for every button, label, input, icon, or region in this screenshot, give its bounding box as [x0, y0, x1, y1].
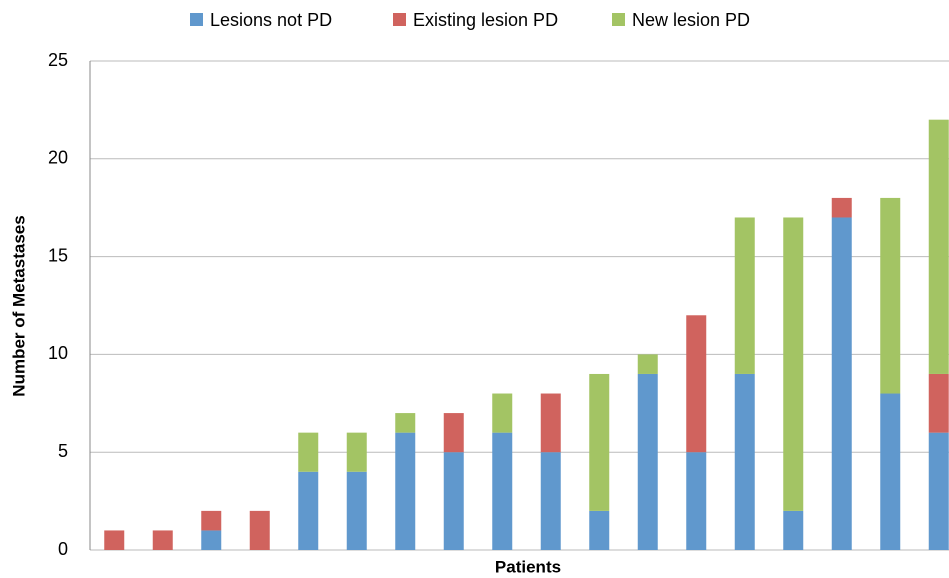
- bar-segment: [298, 471, 319, 550]
- bar-segment: [492, 432, 513, 550]
- bar-segment: [880, 393, 901, 550]
- bar-segment: [589, 373, 610, 511]
- legend-swatch: [393, 13, 406, 26]
- y-tick-label: 5: [58, 441, 68, 461]
- legend-label: Existing lesion PD: [413, 10, 558, 30]
- bar-segment: [443, 452, 464, 550]
- bar-segment: [928, 373, 949, 433]
- bar-segment: [104, 530, 125, 550]
- y-tick-label: 25: [48, 50, 68, 70]
- bar-segment: [589, 510, 610, 550]
- bar-segment: [686, 452, 707, 550]
- bar-segment: [686, 315, 707, 453]
- y-tick-label: 0: [58, 539, 68, 559]
- bar-segment: [152, 530, 173, 550]
- bar-segment: [395, 413, 416, 433]
- bar-segment: [540, 452, 561, 550]
- bar-segment: [928, 119, 949, 374]
- bar-segment: [831, 217, 852, 551]
- legend-swatch: [190, 13, 203, 26]
- bar-segment: [637, 354, 658, 374]
- x-axis-title: Patients: [495, 557, 561, 576]
- bar-segment: [443, 413, 464, 453]
- bar-segment: [831, 197, 852, 218]
- legend-label: New lesion PD: [632, 10, 750, 30]
- y-tick-label: 20: [48, 148, 68, 168]
- bar-segment: [201, 530, 222, 550]
- bar-segment: [395, 432, 416, 550]
- y-tick-label: 10: [48, 343, 68, 363]
- bar-segment: [540, 393, 561, 453]
- y-axis-title: Number of Metastases: [9, 215, 28, 396]
- bar-segment: [734, 217, 755, 374]
- bar-segment: [346, 432, 367, 472]
- bar-segment: [249, 510, 270, 550]
- bar-segment: [201, 510, 222, 531]
- bar-segment: [880, 197, 901, 394]
- bar-segment: [492, 393, 513, 433]
- y-tick-label: 15: [48, 245, 68, 265]
- legend-swatch: [612, 13, 625, 26]
- bar-segment: [298, 432, 319, 472]
- bar-segment: [346, 471, 367, 550]
- bar-segment: [637, 373, 658, 550]
- bar-segment: [734, 373, 755, 550]
- bar-segment: [783, 510, 804, 550]
- legend-label: Lesions not PD: [210, 10, 332, 30]
- bar-segment: [783, 217, 804, 511]
- bar-segment: [928, 432, 949, 550]
